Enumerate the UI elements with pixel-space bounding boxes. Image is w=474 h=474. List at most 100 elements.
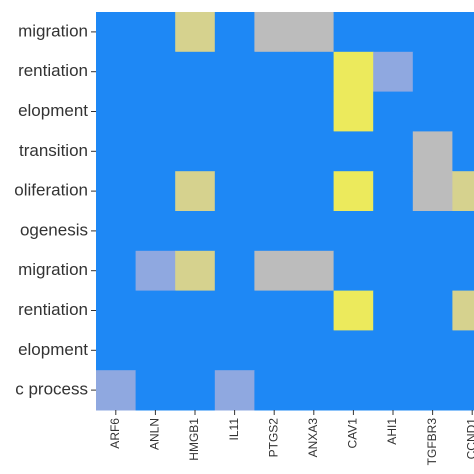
heatmap-cell	[135, 290, 176, 331]
heatmap-cell	[333, 250, 374, 292]
heatmap-cell	[333, 91, 374, 132]
heatmap-cell	[254, 91, 295, 132]
heatmap-cell	[175, 290, 216, 331]
heatmap-cell	[254, 211, 295, 252]
row-label: elopment	[18, 101, 88, 120]
heatmap-cell	[412, 12, 453, 53]
heatmap-cell	[412, 370, 453, 411]
heatmap-cell	[412, 211, 453, 252]
heatmap-cell	[373, 91, 414, 132]
heatmap-cell	[254, 171, 295, 212]
heatmap-cell	[294, 51, 335, 93]
heatmap-cell	[412, 330, 453, 371]
heatmap-cell	[333, 290, 374, 331]
heatmap-cell	[96, 171, 137, 212]
heatmap-cell	[175, 51, 216, 93]
heatmap-cell	[294, 131, 335, 172]
heatmap-cell	[175, 330, 216, 371]
heatmap-cell	[135, 51, 176, 93]
heatmap-cell	[135, 370, 176, 411]
heatmap-cell	[412, 290, 453, 331]
heatmap-cell	[452, 51, 474, 93]
heatmap-cell	[294, 250, 335, 292]
heatmap-cell	[175, 211, 216, 252]
row-label: oliferation	[14, 181, 88, 200]
heatmap-cell	[135, 91, 176, 132]
heatmap-cell	[175, 171, 216, 212]
heatmap-cell	[135, 12, 176, 53]
heatmap-cell	[333, 12, 374, 53]
heatmap-cell	[96, 131, 137, 172]
heatmap-cell	[333, 370, 374, 411]
row-label: migration	[18, 21, 88, 40]
heatmap-cell	[412, 51, 453, 93]
heatmap-cell	[294, 330, 335, 371]
heatmap-cell	[294, 171, 335, 212]
heatmap-cell	[452, 250, 474, 292]
heatmap-cell	[214, 370, 255, 411]
heatmap-cell	[294, 370, 335, 411]
column-label: IL11	[227, 418, 241, 441]
heatmap-cell	[452, 12, 474, 53]
heatmap-cell	[254, 250, 295, 292]
heatmap-cell	[294, 12, 335, 53]
heatmap-cell	[452, 171, 474, 212]
heatmap-cell	[294, 290, 335, 331]
column-label: ARF6	[108, 418, 122, 449]
heatmap-cell	[294, 91, 335, 132]
heatmap-cell	[412, 131, 453, 172]
heatmap-cell	[412, 250, 453, 292]
column-label: CCND1	[464, 418, 474, 460]
heatmap-cell	[214, 51, 255, 93]
heatmap-cell	[373, 330, 414, 371]
heatmap-cell	[333, 51, 374, 93]
row-label: ogenesis	[20, 220, 88, 239]
heatmap-cell	[96, 91, 137, 132]
heatmap-cell	[373, 250, 414, 292]
heatmap-cell	[333, 211, 374, 252]
heatmap-cell	[214, 250, 255, 292]
heatmap-cell	[373, 290, 414, 331]
heatmap-cell	[175, 250, 216, 292]
heatmap-cell	[333, 330, 374, 371]
heatmap-cell	[452, 211, 474, 252]
heatmap-cell	[254, 290, 295, 331]
column-label: ANLN	[148, 418, 162, 450]
heatmap-cell	[373, 131, 414, 172]
heatmap-cell	[254, 131, 295, 172]
row-label: rentiation	[18, 300, 88, 319]
heatmap-cell	[214, 131, 255, 172]
heatmap-cell	[373, 171, 414, 212]
heatmap-cell	[254, 370, 295, 411]
heatmap-cell	[452, 290, 474, 331]
heatmap-cell	[333, 171, 374, 212]
heatmap-cell	[254, 330, 295, 371]
heatmap-cell	[452, 131, 474, 172]
heatmap-cell	[96, 211, 137, 252]
heatmap-cell	[135, 211, 176, 252]
heatmap-cell	[412, 91, 453, 132]
column-label: AHI1	[385, 418, 399, 445]
heatmap-cell	[452, 91, 474, 132]
column-label: ANXA3	[306, 418, 320, 458]
row-label: migration	[18, 260, 88, 279]
heatmap-cell	[96, 12, 137, 53]
column-label: PTGS2	[266, 418, 280, 458]
heatmap-cell	[214, 211, 255, 252]
column-label: CAV1	[346, 418, 360, 449]
heatmap-cell	[175, 131, 216, 172]
heatmap-cell	[135, 131, 176, 172]
row-label: rentiation	[18, 61, 88, 80]
heatmap-cell	[135, 330, 176, 371]
column-label: HMGB1	[187, 418, 201, 461]
heatmap-cell	[373, 12, 414, 53]
row-label: c process	[15, 380, 88, 399]
heatmap-cell	[373, 370, 414, 411]
heatmap-cell	[333, 131, 374, 172]
heatmap-cell	[175, 91, 216, 132]
heatmap-cell	[175, 370, 216, 411]
heatmap-cell	[214, 171, 255, 212]
heatmap-cell	[214, 12, 255, 53]
